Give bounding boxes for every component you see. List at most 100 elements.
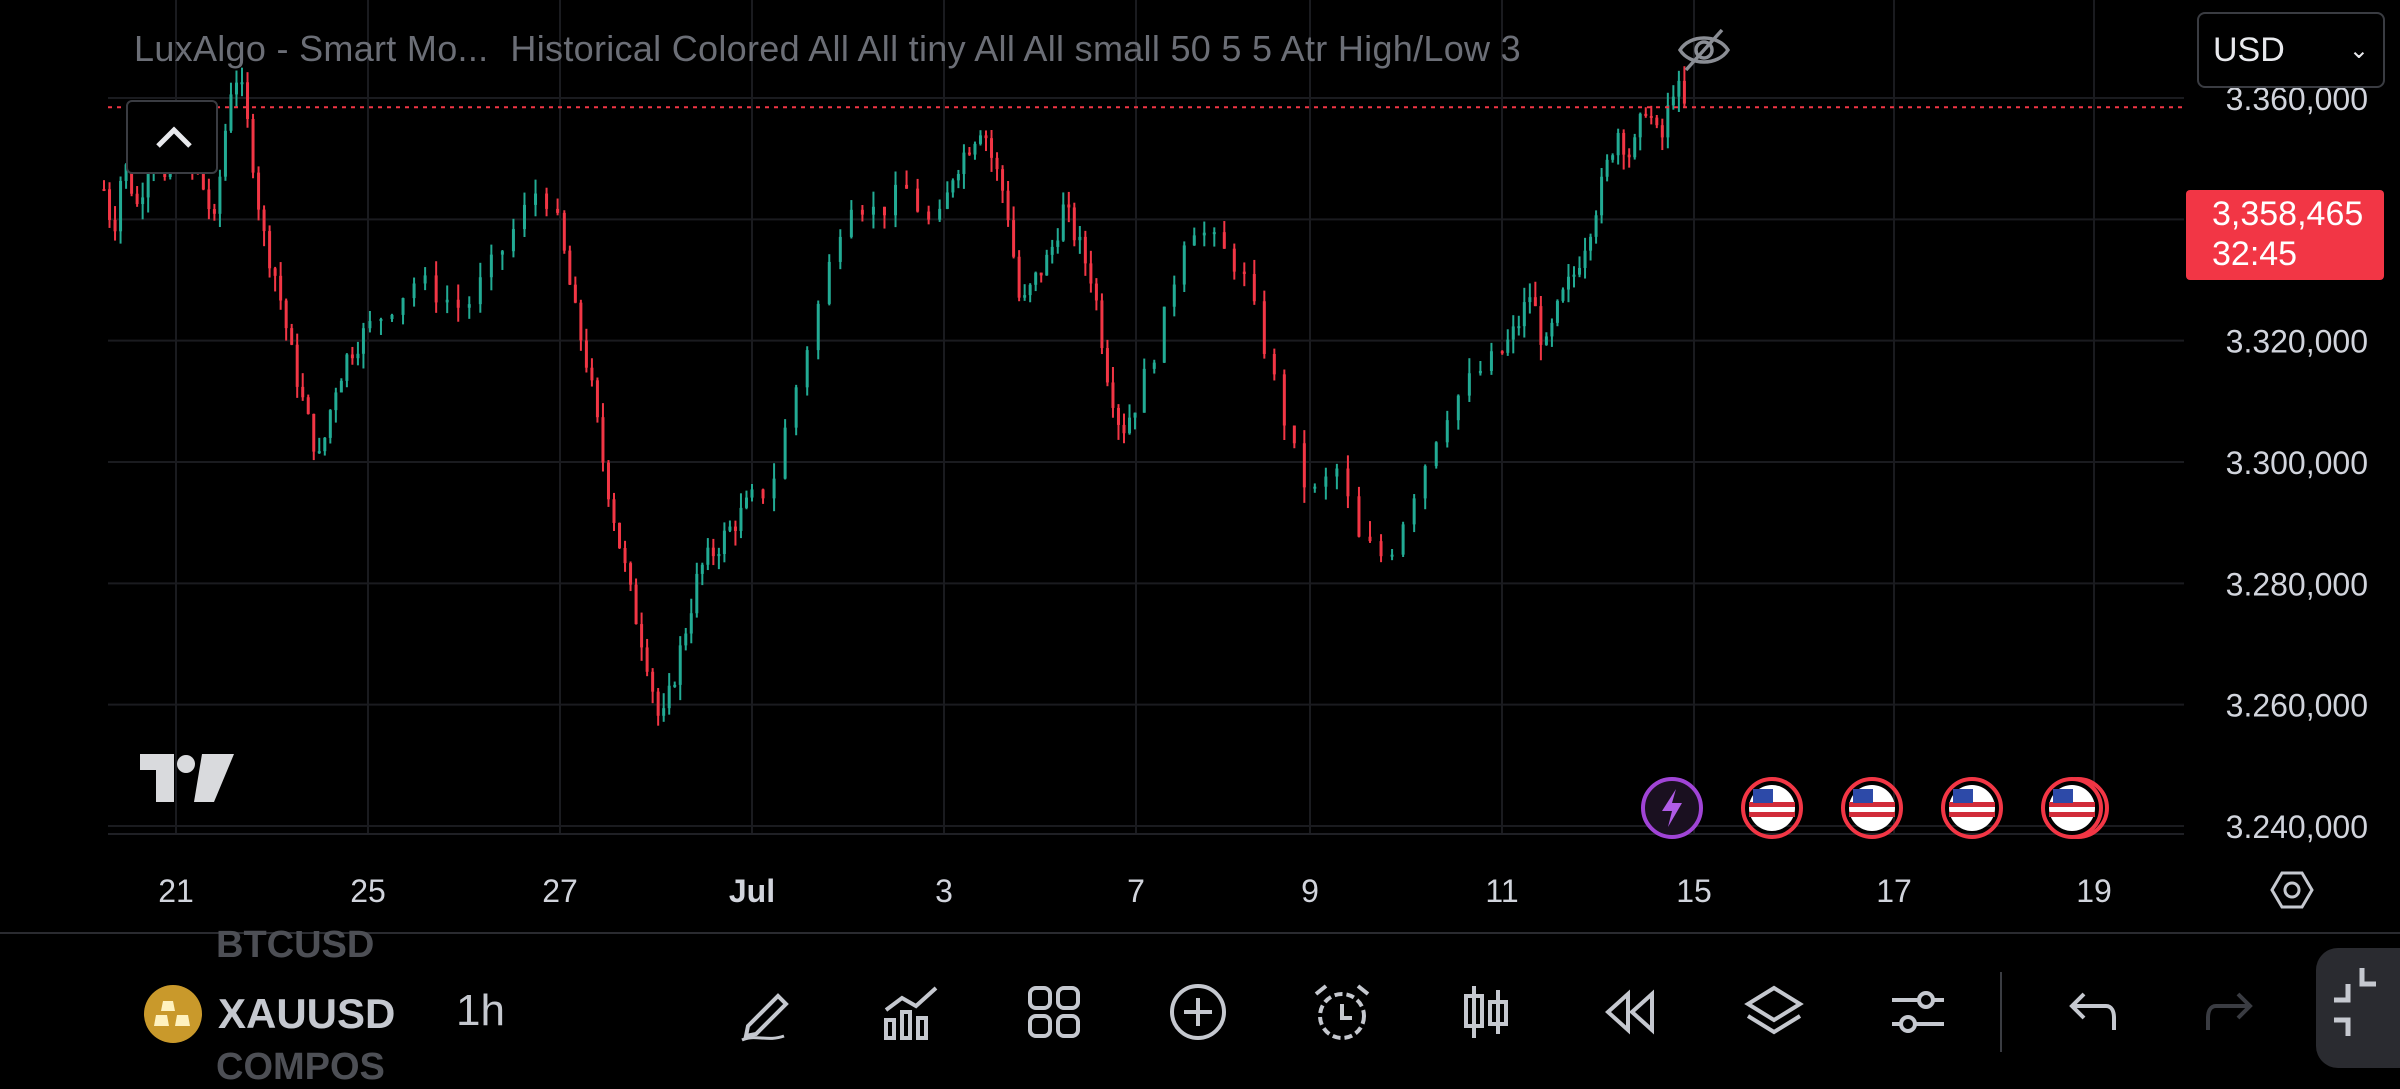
us-flag-event-icon[interactable] (1841, 777, 1903, 839)
candle (629, 561, 633, 592)
candle (783, 419, 787, 480)
candle (1600, 168, 1604, 224)
indicator-name: LuxAlgo - Smart Mo... (134, 28, 489, 69)
candle (871, 191, 875, 229)
candle (1202, 221, 1206, 247)
candle (295, 333, 299, 398)
layouts-button[interactable] (1018, 976, 1090, 1048)
hide-indicator-eye-icon[interactable] (1676, 22, 1732, 78)
drawing-tools-button[interactable] (730, 976, 802, 1048)
candle (640, 612, 644, 661)
object-tree-button[interactable] (1738, 976, 1810, 1048)
alerts-button[interactable] (1306, 976, 1378, 1048)
candle (1506, 329, 1510, 356)
candle (1252, 259, 1256, 305)
us-flag-event-icon[interactable] (1941, 777, 2003, 839)
candle (1335, 463, 1339, 490)
layers-icon (1744, 985, 1804, 1035)
symbol-selector[interactable]: XAUUSD (144, 982, 395, 1046)
candle (361, 322, 365, 369)
candle (1172, 275, 1176, 317)
interval-selector[interactable]: 1h (456, 986, 505, 1035)
candle (1100, 293, 1104, 355)
candle (212, 203, 216, 221)
candle (1192, 227, 1196, 246)
candle (1182, 241, 1186, 293)
candle (634, 578, 638, 625)
candle (1583, 237, 1587, 279)
candle (423, 267, 427, 291)
candle (478, 262, 482, 313)
candle (623, 540, 627, 572)
candle (290, 323, 294, 346)
candle (656, 688, 660, 726)
candle (1142, 358, 1146, 413)
candle (1222, 221, 1226, 249)
candle (1078, 225, 1082, 254)
candle (700, 562, 704, 586)
candle (1012, 206, 1016, 259)
candle (805, 346, 809, 396)
candle (882, 206, 886, 229)
candle (1616, 128, 1620, 165)
watchlist-prev-symbol[interactable]: BTCUSD (216, 924, 375, 966)
redo-button[interactable] (2198, 976, 2270, 1048)
price-tick-label: 3.320,000 (2226, 324, 2368, 360)
candle (618, 522, 622, 549)
candle (1677, 70, 1681, 112)
candle (711, 538, 715, 566)
candle (1517, 315, 1521, 336)
candle (356, 341, 360, 366)
collapse-legend-button[interactable] (126, 100, 218, 174)
price-chart[interactable]: 3.240,000 3.260,000 3.280,000 3.300,000 3.32… (0, 0, 2400, 930)
chart-type-button[interactable] (1450, 976, 1522, 1048)
candle (1528, 283, 1532, 314)
time-tick-label: Jul (729, 873, 775, 909)
lightning-event-icon[interactable] (1641, 777, 1703, 839)
candle (744, 490, 748, 510)
us-flag-event-icon-stacked[interactable] (2041, 777, 2109, 839)
indicator-legend[interactable]: LuxAlgo - Smart Mo... Historical Colored … (134, 28, 1543, 70)
candle (251, 113, 255, 179)
candle (978, 130, 982, 146)
symbol-name: XAUUSD (218, 990, 396, 1037)
chart-area[interactable]: 3.240,000 3.260,000 3.280,000 3.300,000 3.32… (0, 0, 2400, 930)
candle (556, 198, 560, 216)
candle (489, 244, 493, 291)
sliders-icon (1892, 991, 1944, 1033)
candle (1006, 180, 1010, 227)
settings-gear-icon[interactable] (2270, 871, 2314, 909)
candle (1423, 464, 1427, 510)
time-tick-label: 27 (542, 873, 578, 909)
tradingview-logo-icon[interactable] (140, 752, 236, 808)
candle (816, 300, 820, 360)
candle (1272, 348, 1276, 381)
time-tick-label: 3 (935, 873, 953, 909)
candle (1533, 281, 1537, 307)
time-axis[interactable]: 21 25 27 Jul 3 7 9 11 15 17 19 (108, 833, 2184, 909)
candle (750, 484, 754, 502)
time-tick-label: 9 (1301, 873, 1319, 909)
candlesticks (102, 66, 1686, 726)
candle (1578, 256, 1582, 278)
us-flag-event-icon[interactable] (1741, 777, 1803, 839)
candle (334, 387, 338, 423)
candle (1122, 413, 1126, 444)
economic-events[interactable] (1640, 775, 2110, 841)
add-button[interactable] (1162, 976, 1234, 1048)
settings-sliders-button[interactable] (1882, 976, 1954, 1048)
replay-button[interactable] (1594, 976, 1666, 1048)
candle (1128, 404, 1132, 435)
fullscreen-button[interactable] (2316, 948, 2400, 1068)
currency-dropdown[interactable]: USD ⌄ (2197, 12, 2385, 88)
candle (689, 598, 693, 644)
candle (945, 181, 949, 210)
indicator-params: Historical Colored All All tiny All All … (510, 28, 1521, 69)
gold-bars-icon (144, 985, 202, 1043)
watchlist-next-symbol[interactable]: COMPOS (216, 1046, 385, 1088)
undo-button[interactable] (2052, 976, 2124, 1048)
indicators-button[interactable] (874, 976, 946, 1048)
candle (984, 130, 988, 152)
price-tick-label: 3.260,000 (2226, 688, 2368, 724)
candle (273, 266, 277, 292)
